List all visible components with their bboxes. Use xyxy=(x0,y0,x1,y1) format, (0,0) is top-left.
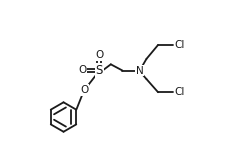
Text: O: O xyxy=(95,50,103,60)
Text: Cl: Cl xyxy=(174,87,184,97)
Text: Cl: Cl xyxy=(174,40,184,50)
Text: O: O xyxy=(80,85,89,95)
Text: S: S xyxy=(95,64,103,77)
Text: N: N xyxy=(135,66,143,75)
Text: O: O xyxy=(78,65,87,75)
